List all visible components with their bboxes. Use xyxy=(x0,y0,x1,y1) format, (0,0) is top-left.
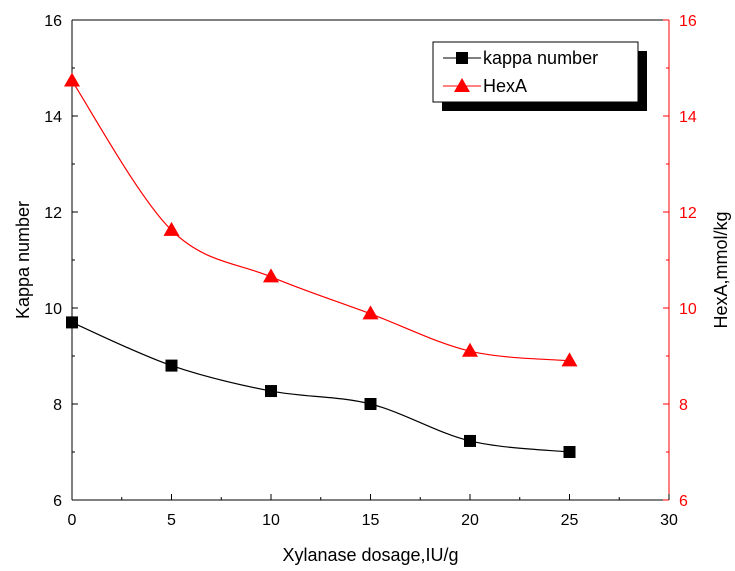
x-tick-label: 20 xyxy=(461,512,479,529)
data-point-kappa xyxy=(364,398,377,410)
data-point-kappa xyxy=(265,385,277,398)
x-axis-title: Xylanase dosage,IU/g xyxy=(282,545,458,565)
y-tick-label: 14 xyxy=(44,109,62,126)
legend: kappa number HexA xyxy=(432,41,647,111)
y2-tick-label: 12 xyxy=(679,205,697,222)
y2-tick-label: 10 xyxy=(679,301,697,318)
y2-axis-title: HexA,mmol/kg xyxy=(711,211,731,328)
data-point-kappa xyxy=(563,446,576,458)
x-tick-label: 30 xyxy=(660,512,678,529)
data-point-hexa xyxy=(163,221,180,236)
y-axis-title: Kappa number xyxy=(13,201,33,319)
x-tick-label: 0 xyxy=(68,512,77,529)
data-point-kappa xyxy=(165,359,178,372)
data-point-hexa xyxy=(263,268,279,283)
data-point-kappa xyxy=(66,316,78,329)
legend-label-hexa: HexA xyxy=(483,76,527,96)
legend-marker-square xyxy=(456,52,468,64)
series-line-hexa xyxy=(71,80,570,362)
y-tick-label: 16 xyxy=(44,13,62,30)
x-tick-label: 25 xyxy=(561,512,579,529)
y2-tick-label: 16 xyxy=(679,13,697,30)
x-axis: 0 5 10 15 20 25 30 xyxy=(68,494,678,529)
x-tick-label: 15 xyxy=(362,512,380,529)
data-point-hexa xyxy=(561,352,578,367)
y2-tick-label: 6 xyxy=(679,493,688,510)
data-point-hexa xyxy=(64,72,80,87)
y-tick-label: 8 xyxy=(53,397,62,414)
y-tick-label: 6 xyxy=(53,493,62,510)
x-tick-label: 10 xyxy=(262,512,280,529)
y2-tick-label: 8 xyxy=(679,397,688,414)
right-axis: 6 8 10 12 14 16 xyxy=(663,13,697,510)
legend-marker-triangle xyxy=(454,78,470,92)
legend-label-kappa: kappa number xyxy=(483,48,598,68)
left-axis: 6 8 10 12 14 16 xyxy=(44,13,78,510)
y-tick-label: 12 xyxy=(44,205,62,222)
data-point-hexa xyxy=(362,305,379,320)
data-point-kappa xyxy=(464,434,476,447)
y2-tick-label: 14 xyxy=(679,109,697,126)
y-tick-label: 10 xyxy=(44,301,62,318)
x-tick-label: 5 xyxy=(167,512,176,529)
series-layer xyxy=(64,72,578,458)
series-line-kappa xyxy=(71,321,570,453)
data-point-hexa xyxy=(462,342,478,357)
